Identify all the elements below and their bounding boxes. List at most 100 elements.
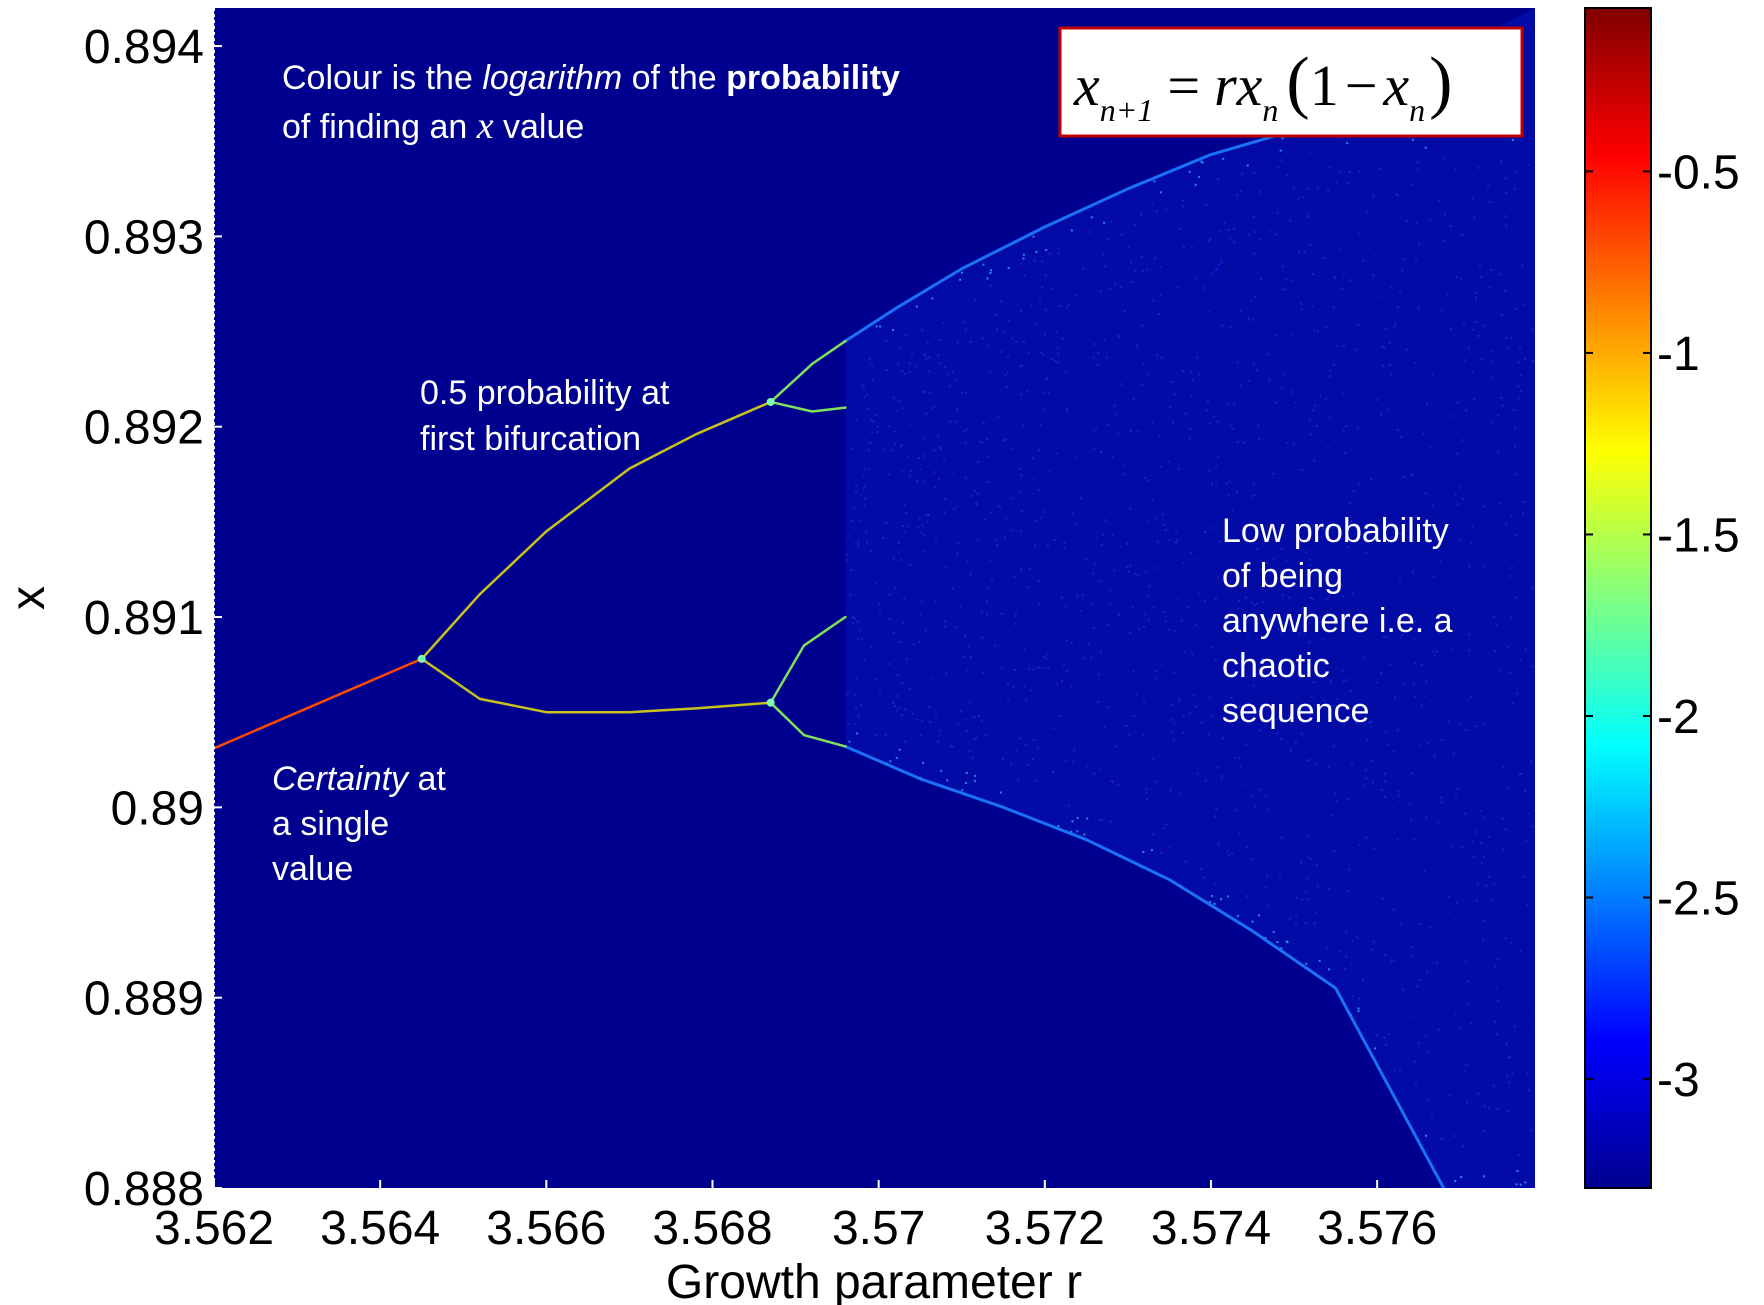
annotation-chaos-line2: of being bbox=[1222, 557, 1343, 595]
equation: xn+1 = rxn (1− xn) bbox=[1073, 44, 1452, 128]
density-speckle bbox=[1394, 696, 1397, 699]
density-speckle bbox=[898, 400, 901, 403]
density-speckle bbox=[1251, 920, 1254, 923]
density-speckle bbox=[1300, 732, 1303, 735]
density-speckle bbox=[1344, 425, 1347, 428]
density-speckle bbox=[1233, 241, 1236, 244]
density-speckle bbox=[862, 487, 865, 490]
density-speckle bbox=[989, 272, 992, 275]
density-speckle bbox=[1038, 667, 1041, 670]
density-speckle bbox=[1275, 233, 1278, 236]
density-speckle bbox=[868, 358, 871, 361]
density-speckle bbox=[1130, 261, 1133, 264]
density-speckle bbox=[949, 420, 952, 423]
density-speckle bbox=[1522, 875, 1525, 878]
density-speckle bbox=[1252, 215, 1255, 218]
density-speckle bbox=[1141, 269, 1144, 272]
density-speckle bbox=[1129, 507, 1132, 510]
density-speckle bbox=[1400, 436, 1403, 439]
density-speckle bbox=[1217, 576, 1220, 579]
density-speckle bbox=[925, 520, 928, 523]
density-speckle bbox=[1300, 302, 1303, 305]
density-speckle bbox=[1155, 780, 1158, 783]
density-speckle bbox=[901, 681, 904, 684]
annotation-colour-text-2: logarithm bbox=[482, 59, 622, 97]
density-speckle bbox=[1234, 574, 1237, 577]
density-speckle bbox=[1456, 787, 1459, 790]
density-speckle bbox=[1041, 260, 1044, 263]
density-speckle bbox=[986, 613, 989, 616]
density-speckle bbox=[1097, 351, 1100, 354]
density-speckle bbox=[1143, 700, 1146, 703]
density-speckle bbox=[1449, 328, 1452, 331]
density-speckle bbox=[1504, 828, 1507, 831]
density-speckle bbox=[1022, 253, 1025, 256]
period1-branch bbox=[214, 657, 423, 750]
density-speckle bbox=[1238, 599, 1241, 602]
density-speckle bbox=[1288, 917, 1291, 920]
density-speckle bbox=[1342, 429, 1345, 432]
period4-branch bbox=[769, 615, 847, 704]
density-speckle bbox=[923, 534, 926, 537]
density-speckle bbox=[994, 538, 997, 541]
density-speckle bbox=[1221, 324, 1224, 327]
density-speckle bbox=[1015, 749, 1018, 752]
density-speckle bbox=[1366, 738, 1369, 741]
density-speckle bbox=[884, 733, 887, 736]
density-speckle bbox=[1117, 432, 1120, 435]
density-speckle bbox=[1230, 696, 1233, 699]
density-speckle bbox=[1101, 533, 1104, 536]
density-speckle bbox=[1514, 445, 1517, 448]
density-speckle bbox=[1057, 252, 1060, 255]
density-speckle bbox=[1387, 743, 1390, 746]
annotation-colour-text-1: Colour is the bbox=[282, 59, 482, 97]
density-speckle bbox=[1007, 267, 1010, 270]
density-speckle bbox=[984, 518, 987, 521]
density-speckle bbox=[1425, 816, 1428, 819]
density-speckle bbox=[1394, 1070, 1397, 1073]
density-speckle bbox=[901, 470, 904, 473]
density-speckle bbox=[870, 646, 873, 649]
density-speckle bbox=[1308, 419, 1311, 422]
density-speckle bbox=[1103, 338, 1106, 341]
density-speckle bbox=[1038, 579, 1041, 582]
density-speckle bbox=[1215, 481, 1218, 484]
density-speckle bbox=[1325, 325, 1328, 328]
density-speckle bbox=[1055, 331, 1058, 334]
density-speckle bbox=[1066, 669, 1069, 672]
density-speckle bbox=[1083, 833, 1086, 836]
density-speckle bbox=[1024, 744, 1027, 747]
density-speckle bbox=[1473, 216, 1476, 219]
density-speckle bbox=[1461, 846, 1464, 849]
density-speckle bbox=[1405, 220, 1408, 223]
density-speckle bbox=[1388, 341, 1391, 344]
density-speckle bbox=[1075, 522, 1078, 525]
density-speckle bbox=[1093, 562, 1096, 565]
density-speckle bbox=[856, 620, 859, 623]
density-speckle bbox=[867, 441, 870, 444]
density-speckle bbox=[1229, 325, 1232, 328]
density-speckle bbox=[1148, 585, 1151, 588]
density-speckle bbox=[999, 791, 1002, 794]
density-speckle bbox=[1386, 408, 1389, 411]
density-speckle bbox=[1399, 637, 1402, 640]
density-speckle bbox=[1277, 628, 1280, 631]
density-speckle bbox=[1044, 308, 1047, 311]
density-speckle bbox=[893, 430, 896, 433]
density-speckle bbox=[898, 748, 901, 751]
density-speckle bbox=[1120, 233, 1123, 236]
density-speckle bbox=[1440, 801, 1443, 804]
density-speckle bbox=[1057, 352, 1060, 355]
density-speckle bbox=[1285, 278, 1288, 281]
density-speckle bbox=[1419, 979, 1422, 982]
density-speckle bbox=[1427, 741, 1430, 744]
density-speckle bbox=[1141, 324, 1144, 327]
density-speckle bbox=[846, 692, 849, 695]
density-speckle bbox=[1328, 704, 1331, 707]
density-speckle bbox=[904, 708, 907, 711]
density-speckle bbox=[1364, 769, 1367, 772]
density-speckle bbox=[1258, 729, 1261, 732]
density-speckle bbox=[1189, 711, 1192, 714]
period4-branch bbox=[769, 701, 847, 748]
density-speckle bbox=[1243, 655, 1246, 658]
